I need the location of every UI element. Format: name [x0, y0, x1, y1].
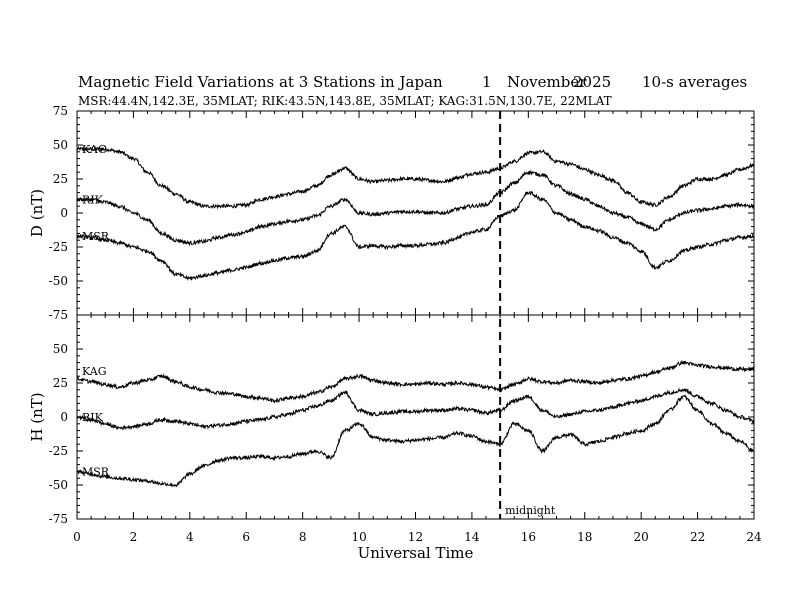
y-tick-label: 25: [53, 172, 68, 186]
x-tick-label: 8: [299, 530, 307, 544]
x-tick-label: 4: [186, 530, 194, 544]
trace-msr-h: [76, 394, 755, 488]
x-tick-label: 6: [242, 530, 250, 544]
x-tick-label: 0: [73, 530, 81, 544]
series-label-rik: RIK: [82, 193, 104, 206]
y-tick-label: -75: [49, 512, 68, 526]
trace-rik-h: [76, 387, 755, 431]
title-month: November: [507, 73, 587, 91]
y-tick-label: 50: [53, 138, 68, 152]
x-tick-label: 2: [130, 530, 138, 544]
series-label-kag: KAG: [82, 365, 107, 378]
y-tick-label: -25: [49, 240, 68, 254]
y-axis-label: D (nT): [28, 189, 46, 237]
x-tick-label: 22: [690, 530, 705, 544]
y-tick-label: 50: [53, 342, 68, 356]
trace-rik-d: [76, 169, 755, 247]
y-tick-label: 0: [60, 410, 68, 424]
trace-msr-d: [76, 190, 755, 282]
title-day: 1: [482, 73, 492, 91]
x-tick-label: 24: [746, 530, 762, 544]
midnight-label: midnight: [505, 504, 556, 517]
y-tick-label: 25: [53, 376, 68, 390]
y-tick-label: -50: [49, 478, 68, 492]
chart-title: Magnetic Field Variations at 3 Stations …: [78, 73, 443, 91]
y-tick-label: 0: [60, 206, 68, 220]
series-label-msr: MSR: [82, 230, 110, 243]
panel-frame: [76, 314, 755, 520]
x-tick-label: 12: [408, 530, 423, 544]
trace-kag-h: [76, 359, 755, 404]
x-tick-label: 16: [521, 530, 536, 544]
y-tick-label: -25: [49, 444, 68, 458]
series-label-rik: RIK: [82, 411, 104, 424]
x-tick-label: 10: [351, 530, 366, 544]
x-tick-label: 18: [577, 530, 592, 544]
series-label-msr: MSR: [82, 465, 110, 478]
title-year: 2025: [573, 73, 612, 91]
x-tick-label: 14: [464, 530, 480, 544]
stations-subtitle: MSR:44.4N,142.3E, 35MLAT; RIK:43.5N,143.…: [78, 94, 612, 108]
y-tick-label: -50: [49, 274, 68, 288]
x-axis-label: Universal Time: [358, 544, 474, 562]
y-tick-label: 75: [53, 104, 68, 118]
title-averaging: 10-s averages: [642, 73, 748, 91]
y-tick-label: -75: [49, 308, 68, 322]
series-label-kag: KAG: [82, 143, 107, 156]
trace-kag-d: [76, 145, 755, 210]
x-tick-label: 20: [634, 530, 649, 544]
y-axis-label: H (nT): [28, 392, 46, 441]
